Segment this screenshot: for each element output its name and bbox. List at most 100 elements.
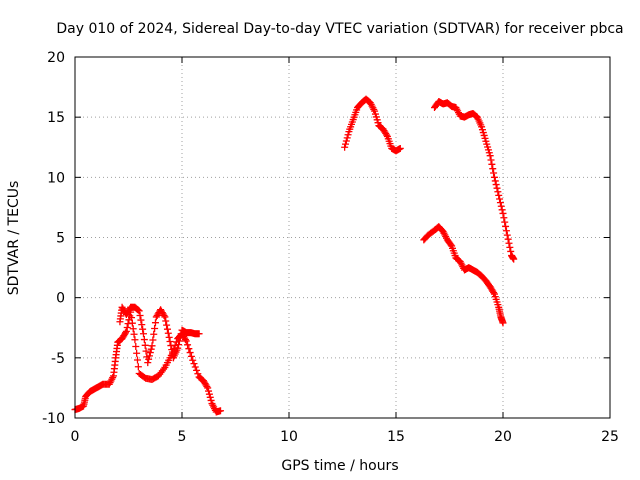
data-series xyxy=(71,95,518,416)
x-tick-label: 0 xyxy=(71,429,80,445)
data-point xyxy=(504,235,512,243)
data-point xyxy=(123,324,131,332)
data-point xyxy=(163,325,171,333)
data-point xyxy=(165,333,173,341)
y-tick-label: 20 xyxy=(47,50,65,66)
data-point xyxy=(341,143,349,151)
data-point xyxy=(500,214,508,222)
data-point xyxy=(144,359,152,367)
data-point xyxy=(137,316,145,324)
y-tick-label: -5 xyxy=(51,351,65,367)
data-point xyxy=(491,177,499,185)
x-tick-label: 10 xyxy=(280,429,298,445)
data-point xyxy=(489,165,497,173)
data-point xyxy=(122,329,130,337)
series-segment-1 xyxy=(71,308,225,416)
data-point xyxy=(207,396,215,404)
data-point xyxy=(344,131,352,139)
data-point xyxy=(186,349,194,357)
data-point xyxy=(151,319,159,327)
data-point xyxy=(206,393,214,401)
series-segment-3 xyxy=(341,95,404,155)
data-point xyxy=(503,231,511,239)
data-point xyxy=(133,356,141,364)
data-point xyxy=(176,333,184,341)
data-point xyxy=(342,137,350,145)
data-point xyxy=(166,337,174,345)
y-tick-label: 10 xyxy=(47,170,65,186)
data-point xyxy=(148,342,156,350)
y-tick-label: -10 xyxy=(42,411,65,427)
data-point xyxy=(163,321,171,329)
data-point xyxy=(191,363,199,371)
x-tick-label: 25 xyxy=(601,429,619,445)
data-point xyxy=(203,382,211,390)
data-point xyxy=(492,181,500,189)
data-point xyxy=(134,306,142,314)
data-point xyxy=(501,218,509,226)
y-tick-label: 5 xyxy=(56,231,65,247)
data-point xyxy=(494,188,502,196)
data-point xyxy=(128,319,136,327)
data-point xyxy=(167,342,175,350)
data-point xyxy=(130,330,138,338)
data-point xyxy=(341,140,349,148)
data-point xyxy=(194,370,202,378)
series-segment-4 xyxy=(431,98,518,263)
data-point xyxy=(205,387,213,395)
data-point xyxy=(497,202,505,210)
data-point xyxy=(164,329,172,337)
data-point xyxy=(149,336,157,344)
data-point xyxy=(502,227,510,235)
data-point xyxy=(133,349,141,357)
data-point xyxy=(139,325,147,333)
data-point xyxy=(142,347,150,355)
data-point xyxy=(498,206,506,214)
data-point xyxy=(182,337,190,345)
data-point xyxy=(122,327,130,335)
data-point xyxy=(195,330,203,338)
data-point xyxy=(127,314,135,322)
x-tick-label: 20 xyxy=(494,429,512,445)
chart-title: Day 010 of 2024, Sidereal Day-to-day VTE… xyxy=(56,21,623,37)
y-axis-label: SDTVAR / TECUs xyxy=(6,181,22,296)
data-point xyxy=(145,352,153,360)
data-point xyxy=(145,355,153,363)
data-point xyxy=(138,321,146,329)
data-point xyxy=(490,173,498,181)
data-point xyxy=(496,195,504,203)
data-point xyxy=(175,337,183,345)
x-tick-label: 15 xyxy=(387,429,405,445)
data-point xyxy=(146,349,154,357)
data-point xyxy=(151,324,159,332)
axis-ticks: 0 5 10 15 20 25 -10 -5 0 5 10 15 20 xyxy=(42,50,619,445)
data-point xyxy=(495,191,503,199)
data-point xyxy=(490,289,498,297)
data-point xyxy=(184,341,192,349)
data-point xyxy=(139,330,147,338)
data-point xyxy=(217,407,225,415)
data-point xyxy=(162,317,170,325)
data-point xyxy=(510,255,518,263)
data-point xyxy=(189,356,197,364)
data-point xyxy=(185,345,193,353)
data-point xyxy=(506,243,514,251)
series-segment-5 xyxy=(420,223,507,327)
data-point xyxy=(383,131,391,139)
data-point xyxy=(160,311,168,319)
data-point xyxy=(507,247,515,255)
data-point xyxy=(147,345,155,353)
data-point xyxy=(150,330,158,338)
data-point xyxy=(502,222,510,230)
data-point xyxy=(487,156,495,164)
data-point xyxy=(174,344,182,352)
data-point xyxy=(205,390,213,398)
data-point xyxy=(193,366,201,374)
data-point xyxy=(129,325,137,333)
data-point xyxy=(134,363,142,371)
data-point xyxy=(161,313,169,321)
data-point xyxy=(175,341,183,349)
data-point xyxy=(486,152,494,160)
data-point xyxy=(132,343,140,351)
